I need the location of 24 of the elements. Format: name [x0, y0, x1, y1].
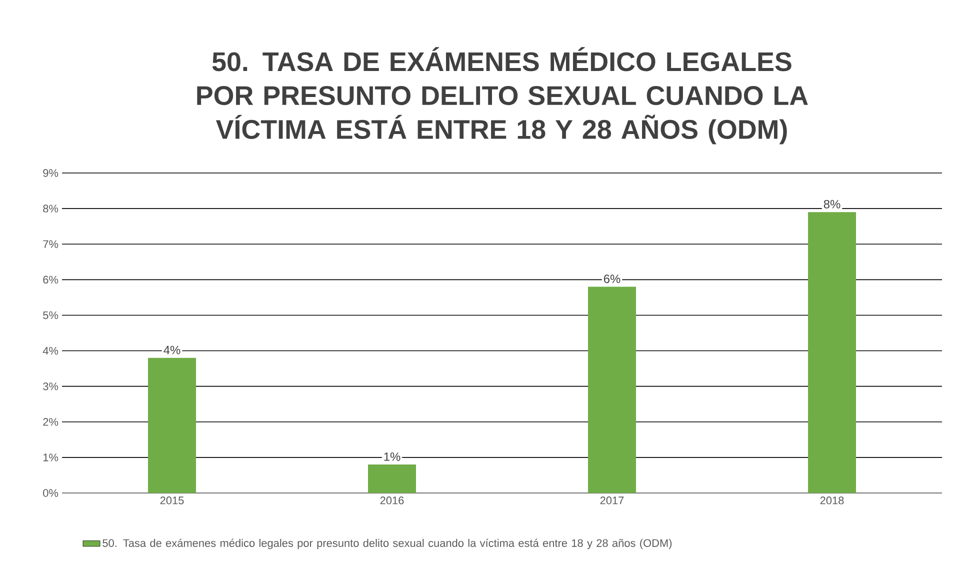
bar — [588, 286, 636, 493]
bar — [808, 212, 856, 493]
data-label: 1% — [384, 452, 400, 461]
y-tick-label: 6% — [43, 276, 58, 284]
chart-title: 50. TASA DE EXÁMENES MÉDICO LEGALES POR PRESUNTO DELITO SEXUAL CUANDO LA VÍCTIMA ESTÁ ENTRE 18 Y 28 AÑOS (ODM) — [197, 47, 808, 144]
x-tick-label: 2015 — [160, 496, 184, 504]
y-tick-label: 9% — [43, 169, 58, 177]
bar — [148, 358, 196, 493]
y-tick-label: 3% — [43, 382, 58, 390]
bar — [368, 464, 416, 493]
x-tick-label: 2016 — [380, 496, 404, 504]
data-label: 8% — [824, 200, 840, 208]
y-tick-label: 0% — [43, 489, 58, 497]
x-tick-label: 2018 — [820, 496, 844, 504]
data-label: 4% — [164, 346, 180, 354]
x-tick-label: 2017 — [600, 496, 624, 504]
legend-label: 50. Tasa de exámenes médico legales por presunto delito sexual cuando la víctima está entre 18 y 28 años (ODM) — [102, 538, 672, 550]
y-tick-label: 7% — [43, 240, 58, 248]
data-label: 6% — [604, 274, 620, 284]
y-tick-label: 2% — [43, 418, 58, 426]
y-tick-label: 8% — [43, 204, 58, 212]
y-tick-label: 5% — [43, 311, 58, 320]
y-tick-label: 1% — [43, 454, 58, 462]
y-tick-label: 4% — [42, 346, 58, 355]
